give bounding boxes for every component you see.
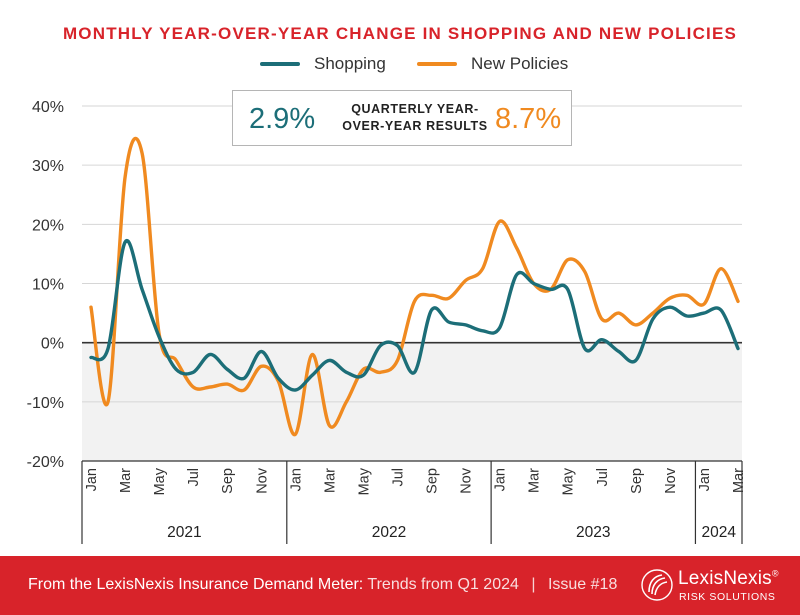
y-tick-label: -10% <box>27 395 64 412</box>
x-tick-label: Mar <box>731 468 747 493</box>
footer-source-text: From the LexisNexis Insurance Demand Met… <box>28 576 617 594</box>
footer-banner: From the LexisNexis Insurance Demand Met… <box>0 556 800 615</box>
x-tick-label: Sep <box>629 468 645 494</box>
year-label: 2024 <box>701 524 736 541</box>
footer-issue-number: Issue #18 <box>547 576 618 593</box>
legend-label-new-policies: New Policies <box>471 54 569 73</box>
year-label: 2023 <box>576 524 610 541</box>
x-tick-label: Sep <box>220 468 236 494</box>
x-tick-label: Nov <box>663 467 679 494</box>
lexisnexis-logo-icon <box>641 569 673 601</box>
legend-item-shopping: Shopping <box>260 54 386 74</box>
series-line-new-policies <box>89 136 740 437</box>
footer-source-subtitle: Trends from Q1 2024 <box>367 576 519 593</box>
year-label: 2022 <box>372 524 406 541</box>
lexisnexis-logo-text: LexisNexis® <box>678 568 779 589</box>
x-tick-label: Jul <box>595 468 611 487</box>
x-tick-label: Jan <box>697 468 713 491</box>
legend-swatch-shopping <box>260 62 300 66</box>
line-chart: -20% -10% 0% 10% 20% 30% 40% Jan Mar May Jul Sep Nov… <box>27 99 747 544</box>
legend-swatch-new-policies <box>417 62 457 66</box>
x-tick-label: Mar <box>118 468 134 493</box>
lexisnexis-logo: LexisNexis® RISK SOLUTIONS <box>640 566 790 606</box>
quarterly-results-callout: 2.9% QUARTERLY YEAR-OVER-YEAR RESULTS 8.… <box>232 90 572 146</box>
quarterly-shopping-value: 2.9% <box>249 103 316 135</box>
x-tick-label: Mar <box>322 468 338 493</box>
y-tick-label: 0% <box>41 336 64 353</box>
x-tick-label: May <box>152 467 168 495</box>
x-tick-label: Nov <box>459 467 475 494</box>
legend-item-new-policies: New Policies <box>417 54 568 74</box>
x-tick-label: Jan <box>493 468 509 491</box>
x-tick-label: Jan <box>288 468 304 491</box>
legend-label-shopping: Shopping <box>314 54 386 73</box>
footer-source-title: From the LexisNexis Insurance Demand Met… <box>28 576 364 593</box>
x-tick-label: May <box>561 467 577 495</box>
x-tick-label: Nov <box>254 467 270 494</box>
footer-separator: | <box>531 576 536 593</box>
x-tick-label: May <box>356 467 372 495</box>
y-tick-label: 20% <box>32 217 64 234</box>
chart-title: MONTHLY YEAR-OVER-YEAR CHANGE IN SHOPPIN… <box>62 24 738 43</box>
chart-legend: Shopping New Policies <box>0 54 800 76</box>
y-tick-label: 40% <box>32 99 64 116</box>
x-tick-label: Jul <box>390 468 406 487</box>
x-tick-label: Sep <box>425 468 441 494</box>
lexisnexis-logo-subtitle: RISK SOLUTIONS <box>679 591 776 603</box>
quarterly-policies-value: 8.7% <box>495 103 562 135</box>
y-tick-label: -20% <box>27 454 64 471</box>
x-tick-label: Jul <box>186 468 202 487</box>
series-line-shopping <box>89 238 740 392</box>
y-tick-label: 10% <box>32 277 64 294</box>
x-tick-label: Jan <box>84 468 100 491</box>
year-label: 2021 <box>167 524 201 541</box>
x-tick-label: Mar <box>527 468 543 493</box>
y-tick-label: 30% <box>32 158 64 175</box>
quarterly-results-label: QUARTERLY YEAR-OVER-YEAR RESULTS <box>342 102 488 133</box>
